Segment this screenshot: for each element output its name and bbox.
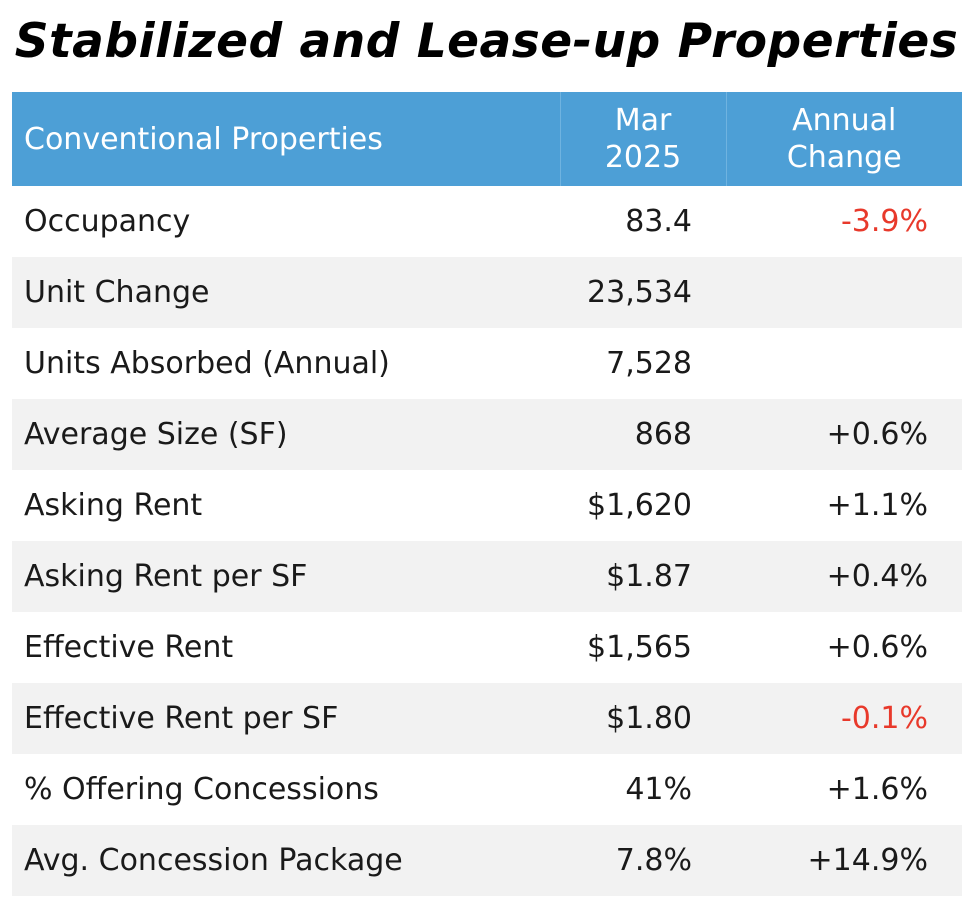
row-label: Effective Rent (12, 612, 560, 683)
table-row: Average Size (SF) 868 +0.6% (12, 399, 962, 470)
table-row: Effective Rent $1,565 +0.6% (12, 612, 962, 683)
row-label: Asking Rent per SF (12, 541, 560, 612)
row-change (726, 257, 962, 328)
row-change (726, 328, 962, 399)
row-value: $1.87 (560, 541, 726, 612)
header-change: Annual Change (726, 92, 962, 186)
row-change: +0.4% (726, 541, 962, 612)
row-value: $1,565 (560, 612, 726, 683)
table-row: % Offering Concessions 41% +1.6% (12, 754, 962, 825)
table-row: Avg. Concession Package 7.8% +14.9% (12, 825, 962, 896)
header-change-line2: Change (786, 140, 902, 175)
row-label: Effective Rent per SF (12, 683, 560, 754)
row-value: 83.4 (560, 186, 726, 257)
row-change: -0.1% (726, 683, 962, 754)
header-period: Mar 2025 (560, 92, 727, 186)
row-change: +0.6% (726, 612, 962, 683)
row-change: -3.9% (726, 186, 962, 257)
row-change: +0.6% (726, 399, 962, 470)
header-period-line2: 2025 (604, 140, 682, 175)
page-title: Stabilized and Lease-up Properties (14, 14, 959, 69)
row-value: 41% (560, 754, 726, 825)
header-change-line1: Annual (792, 103, 897, 138)
table-row: Effective Rent per SF $1.80 -0.1% (12, 683, 962, 754)
row-label: % Offering Concessions (12, 754, 560, 825)
row-label: Avg. Concession Package (12, 825, 560, 896)
table-header-row: Conventional Properties Mar 2025 Annual … (12, 92, 962, 186)
row-change: +14.9% (726, 825, 962, 896)
table-row: Asking Rent per SF $1.87 +0.4% (12, 541, 962, 612)
table-row: Occupancy 83.4 -3.9% (12, 186, 962, 257)
row-label: Occupancy (12, 186, 560, 257)
row-value: 868 (560, 399, 726, 470)
row-change: +1.6% (726, 754, 962, 825)
row-value: 23,534 (560, 257, 726, 328)
row-label: Unit Change (12, 257, 560, 328)
properties-table: Conventional Properties Mar 2025 Annual … (12, 92, 962, 896)
row-value: $1.80 (560, 683, 726, 754)
row-value: 7,528 (560, 328, 726, 399)
row-label: Average Size (SF) (12, 399, 560, 470)
table-row: Units Absorbed (Annual) 7,528 (12, 328, 962, 399)
header-label: Conventional Properties (12, 92, 561, 186)
row-value: $1,620 (560, 470, 726, 541)
table-body: Occupancy 83.4 -3.9% Unit Change 23,534 Units… (12, 186, 962, 896)
table-row: Asking Rent $1,620 +1.1% (12, 470, 962, 541)
table-row: Unit Change 23,534 (12, 257, 962, 328)
row-label: Units Absorbed (Annual) (12, 328, 560, 399)
row-value: 7.8% (560, 825, 726, 896)
header-period-line1: Mar (614, 103, 672, 138)
row-change: +1.1% (726, 470, 962, 541)
row-label: Asking Rent (12, 470, 560, 541)
